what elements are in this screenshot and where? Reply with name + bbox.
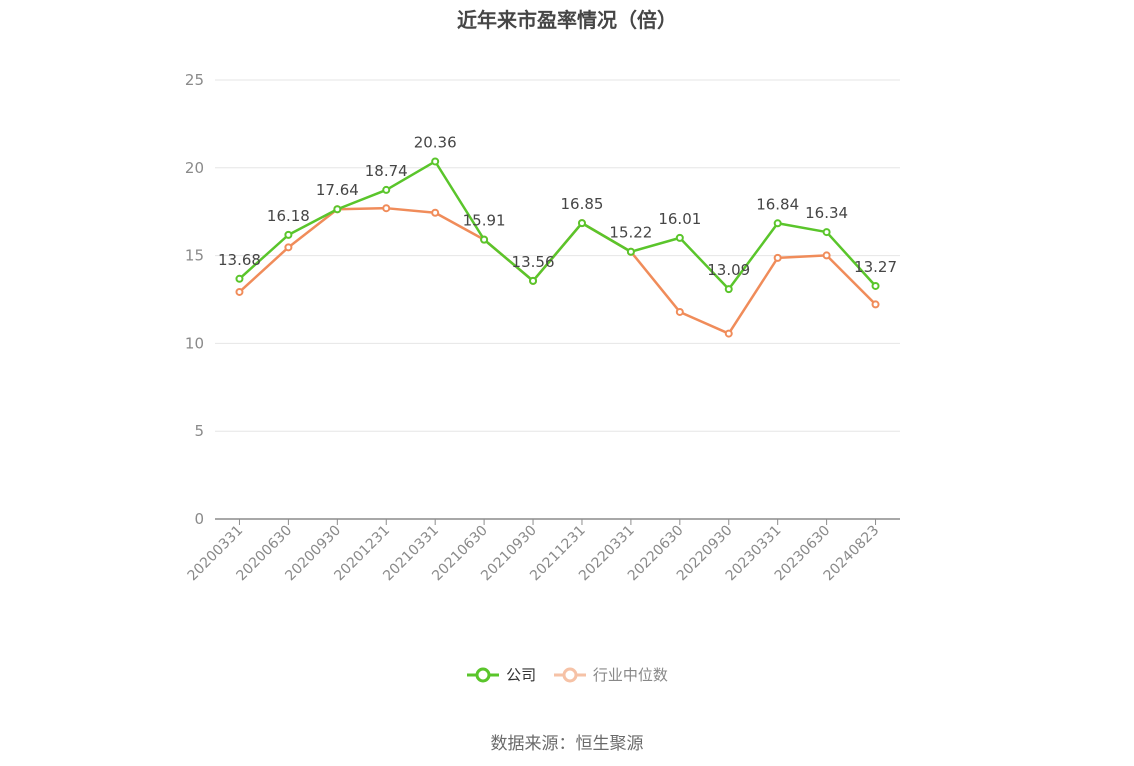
data-label-company: 13.27 <box>854 258 897 276</box>
data-point-company <box>822 228 831 237</box>
data-point-company <box>284 230 293 239</box>
data-point-company <box>382 185 391 194</box>
data-label-company: 16.34 <box>805 204 848 222</box>
data-point-company <box>480 235 489 244</box>
data-point-company <box>431 157 440 166</box>
data-label-company: 13.68 <box>218 251 261 269</box>
data-point-industry-median <box>431 208 440 217</box>
data-label-company: 13.56 <box>512 253 555 271</box>
data-label-company: 20.36 <box>414 133 457 151</box>
data-label-company: 16.85 <box>560 195 603 213</box>
legend-label-company: 公司 <box>506 666 537 684</box>
data-point-industry-median <box>382 204 391 213</box>
data-label-company: 13.09 <box>707 261 750 279</box>
data-point-industry-median <box>773 253 782 262</box>
data-point-industry-median <box>235 287 244 296</box>
data-label-company: 16.01 <box>658 210 701 228</box>
y-tick-label: 25 <box>185 71 204 89</box>
grid-lines <box>215 79 900 432</box>
legend-company-marker-icon <box>467 667 500 682</box>
legend-item-company[interactable]: 公司 <box>466 664 536 685</box>
data-point-industry-median <box>822 251 831 260</box>
y-tick-label: 15 <box>185 247 204 265</box>
data-label-company: 18.74 <box>365 162 408 180</box>
y-tick-label: 5 <box>194 422 204 440</box>
data-point-company <box>626 247 635 256</box>
data-label-company: 16.18 <box>267 207 310 225</box>
axes: 0510152025202003312020063020200930202012… <box>185 71 900 584</box>
legend-item-industry-median[interactable]: 行业中位数 <box>553 664 668 685</box>
data-label-company: 17.64 <box>316 181 359 199</box>
chart-title: 近年来市盈率情况（倍） <box>457 8 677 32</box>
data-point-industry-median <box>724 329 733 338</box>
data-point-company <box>235 274 244 283</box>
legend-label-industry-median: 行业中位数 <box>592 666 668 684</box>
data-point-company <box>871 281 880 290</box>
data-point-industry-median <box>675 307 684 316</box>
data-point-industry-median <box>284 243 293 252</box>
data-label-company: 15.22 <box>609 224 652 242</box>
legend-industry-marker-icon <box>553 667 586 682</box>
data-point-company <box>529 276 538 285</box>
data-point-company <box>675 233 684 242</box>
y-tick-label: 20 <box>185 159 204 177</box>
legend: 公司 行业中位数 <box>0 664 1134 687</box>
y-tick-label: 10 <box>185 334 204 352</box>
data-label-company: 16.84 <box>756 195 799 213</box>
series-lines <box>235 157 880 338</box>
data-point-company <box>773 219 782 228</box>
data-labels: 13.68 16.18 17.64 18.74 20.36 15.91 13.56 16.85… <box>218 133 897 279</box>
data-point-company <box>577 219 586 228</box>
data-label-company: 15.91 <box>463 212 506 230</box>
y-tick-label: 0 <box>194 510 204 528</box>
series-line-industry-median <box>238 206 877 335</box>
series-line-company <box>238 160 877 291</box>
source-note: 数据来源：恒生聚源 <box>490 734 644 754</box>
data-point-company <box>724 285 733 294</box>
data-point-company <box>333 205 342 214</box>
data-point-industry-median <box>871 300 880 309</box>
